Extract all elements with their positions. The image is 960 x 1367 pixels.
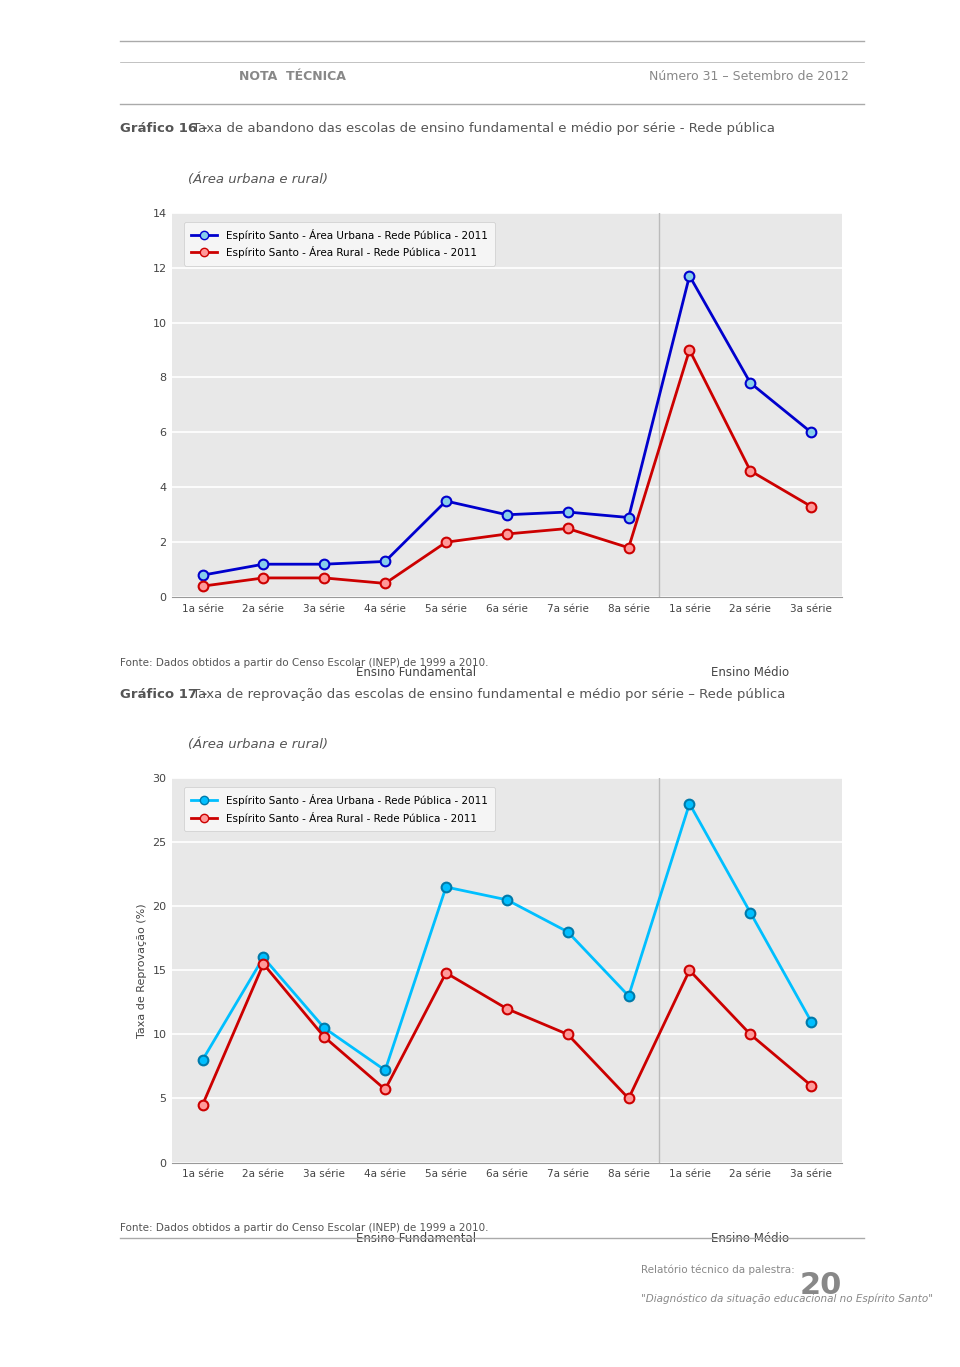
Text: Fonte: Dados obtidos a partir do Censo Escolar (INEP) de 1999 a 2010.: Fonte: Dados obtidos a partir do Censo E… (120, 1223, 489, 1233)
Text: (Área urbana e rural): (Área urbana e rural) (188, 738, 328, 752)
Text: Taxa de abandono das escolas de ensino fundamental e médio por série - Rede públ: Taxa de abandono das escolas de ensino f… (188, 122, 776, 135)
Text: Gráfico 16 -: Gráfico 16 - (120, 122, 207, 135)
Text: Número 31 – Setembro de 2012: Número 31 – Setembro de 2012 (649, 70, 849, 83)
Text: Taxa de reprovação das escolas de ensino fundamental e médio por série – Rede pú: Taxa de reprovação das escolas de ensino… (188, 688, 786, 701)
Text: Gráfico 17 -: Gráfico 17 - (120, 688, 207, 701)
Text: 20: 20 (800, 1271, 842, 1300)
Text: Fonte: Dados obtidos a partir do Censo Escolar (INEP) de 1999 a 2010.: Fonte: Dados obtidos a partir do Censo E… (120, 658, 489, 668)
Text: (Área urbana e rural): (Área urbana e rural) (188, 174, 328, 186)
Text: Relatório técnico da palestra:: Relatório técnico da palestra: (641, 1264, 795, 1275)
Text: NOTA  TÉCNICA: NOTA TÉCNICA (239, 70, 346, 83)
Text: "Diagnóstico da situação educacional no Espírito Santo": "Diagnóstico da situação educacional no … (641, 1293, 933, 1304)
